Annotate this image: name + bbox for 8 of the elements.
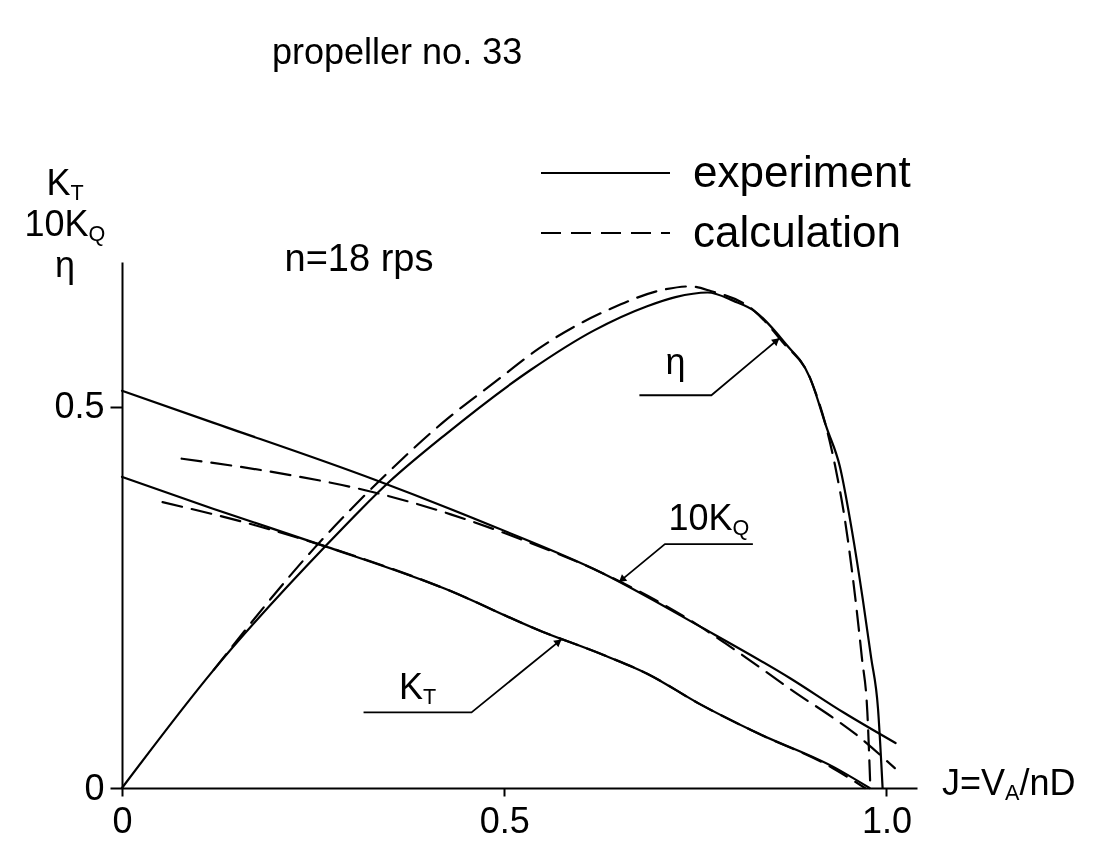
annotation: η [665,341,686,383]
chart-title: propeller no. 33 [272,31,523,72]
annotation: n=18 rps [284,237,434,279]
legend-label: experiment [693,147,911,196]
x-tick-label: 0 [112,799,133,841]
x-tick-label: 0.5 [479,799,530,841]
legend-label: calculation [693,207,901,256]
x-tick-label: 1.0 [861,799,912,841]
